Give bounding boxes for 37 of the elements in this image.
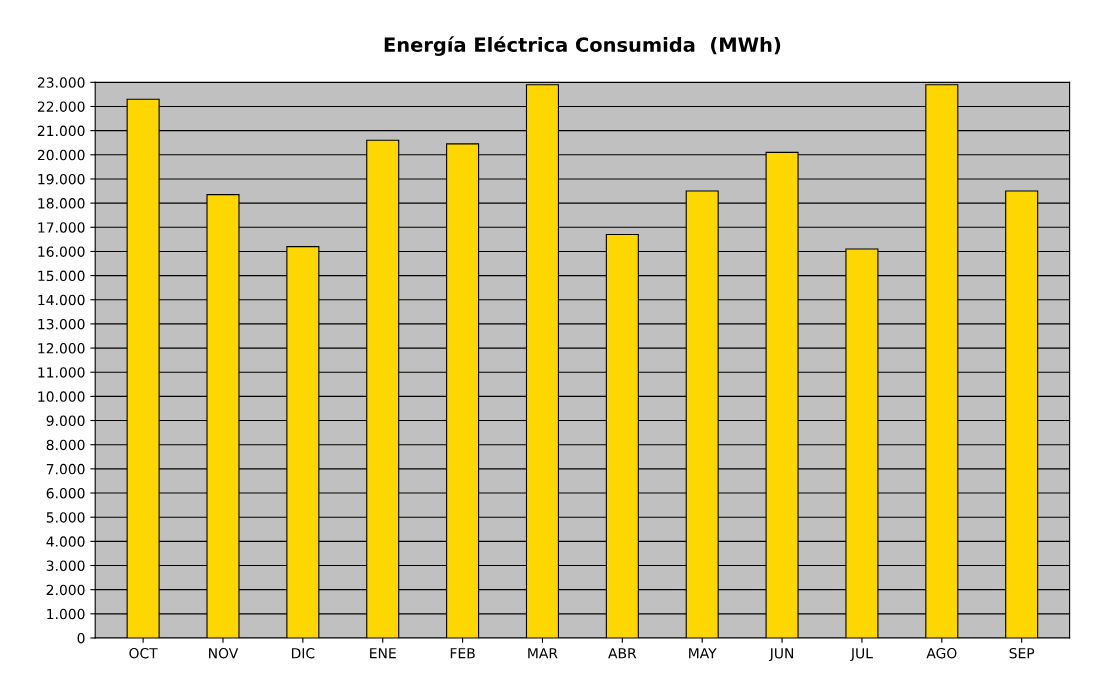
y-tick-label: 20.000	[37, 149, 85, 161]
x-tick-label: DIC	[291, 647, 315, 659]
x-tick-label: MAY	[689, 648, 717, 659]
y-tick-label: 7.000	[46, 463, 85, 475]
y-tick-label: 13.000	[38, 318, 85, 330]
y-tick-label: 14.000	[38, 294, 85, 306]
x-tick-label: NOV	[209, 647, 239, 659]
y-tick-label: 1.000	[47, 608, 85, 620]
x-tick-label: ENE	[370, 648, 396, 659]
x-tick-label: OCT	[129, 647, 158, 659]
x-tick-label: JUN	[769, 648, 794, 662]
x-tick-label: JUL	[850, 648, 873, 662]
y-tick-label: 12.000	[38, 343, 85, 354]
x-tick-label: FEB	[450, 648, 475, 659]
y-tick-label: 6.000	[46, 487, 85, 499]
x-tick-label: SEP	[1009, 647, 1035, 659]
y-tick-label: 9.000	[46, 415, 85, 427]
y-tick-label: 4.000	[46, 536, 85, 547]
y-tick-label: 15.000	[38, 270, 85, 282]
y-tick-label: 2.000	[46, 584, 85, 596]
x-tick-label: MAR	[528, 648, 558, 659]
chart-title: Energía Eléctrica Consumida (MWh)	[384, 36, 781, 56]
y-tick-label: 19.000	[38, 173, 85, 185]
y-tick-label: 8.000	[46, 439, 85, 451]
y-tick-label: 10.000	[38, 391, 85, 402]
y-tick-label: 18.000	[38, 198, 85, 209]
y-tick-label: 23.000	[37, 77, 85, 88]
y-tick-label: 5.000	[46, 512, 85, 523]
y-tick-label: 11.000	[38, 367, 85, 378]
y-tick-label: 0	[77, 632, 85, 644]
y-tick-label: 3.000	[46, 560, 85, 571]
x-tick-label: AGO	[926, 647, 957, 659]
y-tick-label: 16.000	[38, 246, 85, 257]
y-tick-label: 21.000	[37, 125, 85, 137]
x-tick-label: ABR	[608, 648, 637, 659]
y-tick-label: 22.000	[37, 101, 85, 112]
y-tick-label: 17.000	[38, 222, 85, 233]
